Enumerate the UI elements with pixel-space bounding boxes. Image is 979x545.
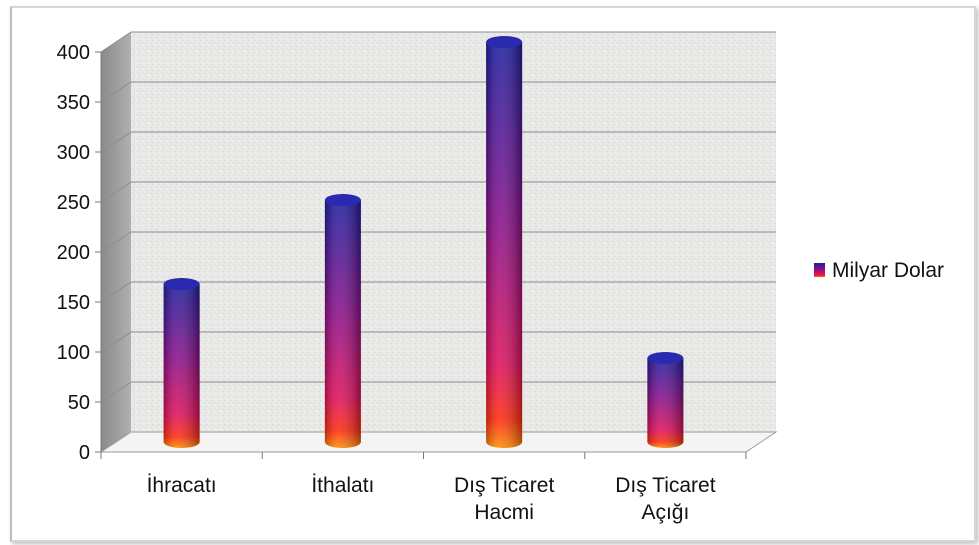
bar-shade xyxy=(647,358,684,449)
legend-swatch xyxy=(814,263,825,277)
gridline-side xyxy=(100,181,132,203)
bar-top xyxy=(324,194,361,206)
y-tick-label: 0 xyxy=(79,442,90,464)
y-tick-label: 50 xyxy=(68,392,90,414)
bar-shade xyxy=(163,284,200,449)
bar-top xyxy=(647,352,684,364)
gridline-side xyxy=(100,31,132,53)
bar xyxy=(647,352,684,449)
bar-top xyxy=(486,36,523,48)
x-tick-label: İhracatı xyxy=(147,474,217,497)
x-tick-label: Dış Ticaret xyxy=(615,474,716,497)
bar xyxy=(324,194,361,449)
y-tick-label: 350 xyxy=(57,92,90,114)
y-tick-label: 400 xyxy=(57,42,90,64)
bar-shade xyxy=(486,42,523,449)
bars-group xyxy=(163,36,684,449)
gridline-side xyxy=(100,331,132,353)
gridline-side xyxy=(100,381,132,403)
bar-shade xyxy=(324,200,361,449)
y-tick-label: 300 xyxy=(57,142,90,164)
gridline-side xyxy=(100,131,132,153)
bar xyxy=(486,36,523,449)
gridline-side xyxy=(100,281,132,303)
gridline-side xyxy=(100,231,132,253)
x-tick-label: İthalatı xyxy=(311,474,374,497)
gridline-side xyxy=(100,81,132,103)
labels-group: 0 50 100 150 200 250 300 350 400 İhracatı İthalatı… xyxy=(57,42,716,524)
x-tick-label: Hacmi xyxy=(474,501,534,524)
x-tick-label: Açığı xyxy=(641,501,689,524)
y-tick-label: 100 xyxy=(57,342,90,364)
bar-top xyxy=(163,278,200,290)
floor xyxy=(99,431,778,453)
x-tick-label: Dış Ticaret xyxy=(454,474,555,497)
bar xyxy=(163,278,200,449)
y-tick-label: 200 xyxy=(57,242,90,264)
y-tick-label: 150 xyxy=(57,292,90,314)
legend: Milyar Dolar xyxy=(814,259,944,282)
legend-label: Milyar Dolar xyxy=(832,259,944,282)
y-tick-label: 250 xyxy=(57,192,90,214)
